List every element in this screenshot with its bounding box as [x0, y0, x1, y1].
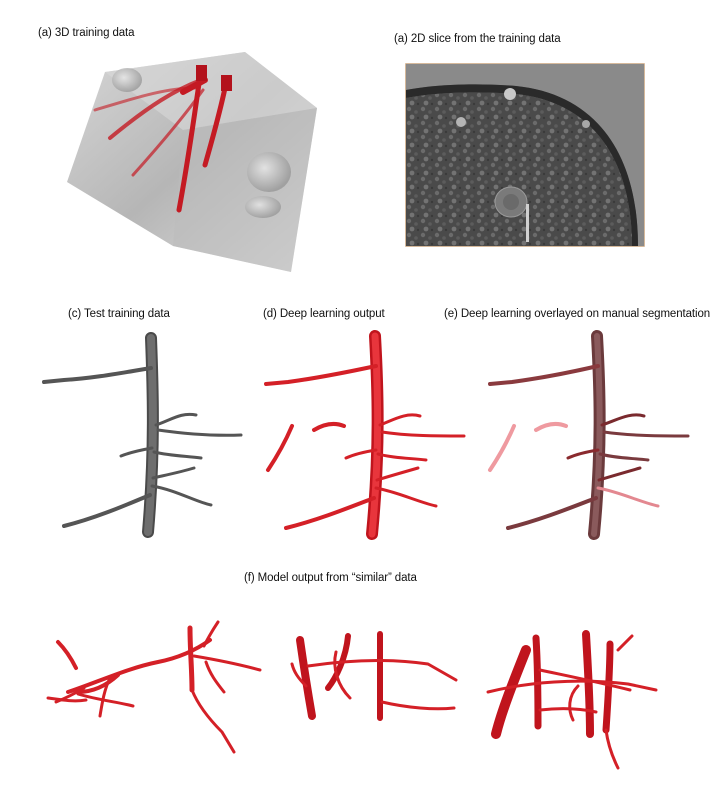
manual-segmentation-roots	[42, 332, 243, 538]
overlay-roots	[488, 330, 690, 540]
similar-output-view-2	[288, 628, 468, 728]
similar-output-roots-1	[46, 620, 262, 754]
deep-learning-output-panel	[258, 330, 468, 540]
similar-output-view-3	[478, 630, 663, 770]
ct-slice-panel	[405, 63, 645, 247]
caption-test-training-data: (c) Test training data	[68, 308, 170, 320]
similar-output-roots-2	[290, 631, 458, 721]
caption-deep-learning-output: (d) Deep learning output	[263, 308, 385, 320]
caption-3d-training-data: (a) 3D training data	[38, 27, 135, 39]
caption-2d-slice: (a) 2D slice from the training data	[394, 33, 561, 45]
caption-overlay: (e) Deep learning overlayed on manual se…	[444, 308, 711, 320]
similar-output-view-1	[38, 620, 268, 760]
deep-learning-output-roots	[264, 330, 466, 540]
overlay-panel	[482, 330, 692, 540]
similar-output-roots-3	[486, 630, 658, 770]
caption-model-output-similar: (f) Model output from “similar” data	[244, 572, 417, 584]
ct-slice-image	[405, 63, 645, 247]
volume-rendering-image	[67, 52, 317, 272]
manual-segmentation-panel	[36, 330, 246, 540]
volume-rendering-panel	[55, 50, 325, 275]
